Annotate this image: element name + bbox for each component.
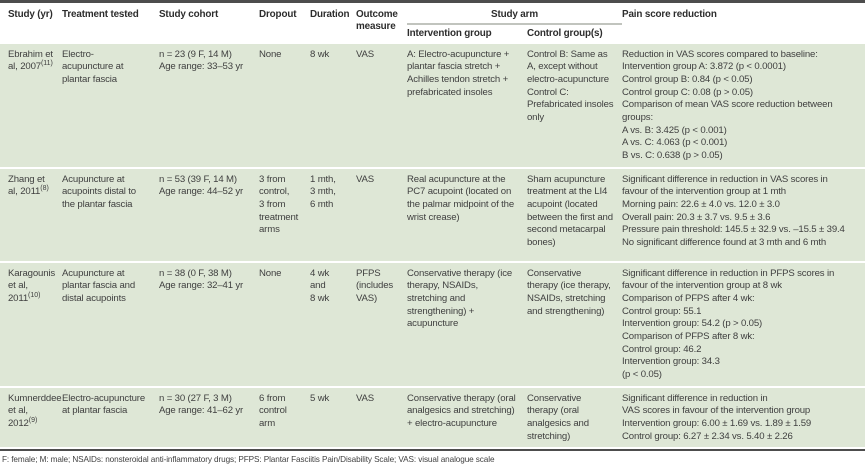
cell-cohort: n = 38 (0 F, 38 M) Age range: 32–41 yr bbox=[159, 262, 259, 386]
study-name: Kumnerddee et al, 2012 bbox=[8, 392, 62, 429]
cell-outcome: PFPS (includes VAS) bbox=[356, 262, 407, 386]
cell-study: Karagounis et al, 2011(10) bbox=[0, 262, 62, 386]
study-name: Ebrahim et al, 2007 bbox=[8, 48, 53, 73]
cell-intervention: Conservative therapy (ice therapy, NSAID… bbox=[407, 262, 527, 386]
cell-outcome: VAS bbox=[356, 387, 407, 448]
table-row: Karagounis et al, 2011(10) Acupuncture a… bbox=[0, 262, 865, 386]
cell-pain-score: Significant difference in reduction in V… bbox=[622, 168, 865, 261]
cell-intervention: Real acupuncture at the PC7 acupoint (lo… bbox=[407, 168, 527, 261]
col-header-treatment: Treatment tested bbox=[62, 5, 159, 42]
citation-ref: (11) bbox=[40, 60, 53, 68]
table-top-rule bbox=[0, 0, 865, 3]
cell-treatment: Acupuncture at plantar fascia and distal… bbox=[62, 262, 159, 386]
cell-treatment: Acupuncture at acupoints distal to the p… bbox=[62, 168, 159, 261]
cell-duration: 4 wk and 8 wk bbox=[310, 262, 356, 386]
col-header-pain: Pain score reduction bbox=[622, 5, 865, 42]
table-row: Kumnerddee et al, 2012(9) Electro-acupun… bbox=[0, 387, 865, 448]
cell-dropout: 6 from control arm bbox=[259, 387, 310, 448]
col-header-duration: Duration bbox=[310, 5, 356, 42]
cell-duration: 5 wk bbox=[310, 387, 356, 448]
table-header: Study (yr) Treatment tested Study cohort… bbox=[0, 5, 865, 42]
col-header-cohort: Study cohort bbox=[159, 5, 259, 42]
cell-duration: 8 wk bbox=[310, 43, 356, 167]
cell-study: Zhang et al, 2011(8) bbox=[0, 168, 62, 261]
col-header-outcome: Outcome measure bbox=[356, 5, 407, 42]
cell-pain-score: Significant difference in reduction in P… bbox=[622, 262, 865, 386]
col-header-intervention-group: Intervention group bbox=[407, 27, 527, 42]
table-row: Ebrahim et al, 2007(11) Electro- acupunc… bbox=[0, 43, 865, 167]
cell-dropout: 3 from control, 3 from treatment arms bbox=[259, 168, 310, 261]
cell-treatment: Electro-acupuncture at plantar fascia bbox=[62, 387, 159, 448]
cell-outcome: VAS bbox=[356, 43, 407, 167]
cell-cohort: n = 23 (9 F, 14 M) Age range: 33–53 yr bbox=[159, 43, 259, 167]
col-header-control-group: Control group(s) bbox=[527, 27, 623, 42]
cell-pain-score: Significant difference in reduction in V… bbox=[622, 387, 865, 448]
cell-duration: 1 mth, 3 mth, 6 mth bbox=[310, 168, 356, 261]
cell-control: Conservative therapy (oral analgesics an… bbox=[527, 387, 623, 448]
cell-dropout: None bbox=[259, 262, 310, 386]
table-row: Zhang et al, 2011(8) Acupuncture at acup… bbox=[0, 168, 865, 261]
citation-ref: (9) bbox=[28, 416, 38, 424]
cell-intervention: A: Electro-acupuncture + plantar fascia … bbox=[407, 43, 527, 167]
citation-ref: (8) bbox=[40, 185, 49, 193]
col-header-study: Study (yr) bbox=[0, 5, 62, 42]
cell-control: Conservative therapy (ice therapy, NSAID… bbox=[527, 262, 623, 386]
cell-control: Control B: Same as A, except without ele… bbox=[527, 43, 623, 167]
cell-dropout: None bbox=[259, 43, 310, 167]
study-name: Zhang et al, 2011 bbox=[8, 173, 45, 198]
cell-treatment: Electro- acupuncture at plantar fascia bbox=[62, 43, 159, 167]
cell-study: Ebrahim et al, 2007(11) bbox=[0, 43, 62, 167]
citation-ref: (10) bbox=[28, 291, 41, 299]
col-header-study-arm: Study arm bbox=[407, 5, 623, 26]
cell-intervention: Conservative therapy (oral analgesics an… bbox=[407, 387, 527, 448]
study-name: Karagounis et al, 2011 bbox=[8, 267, 56, 304]
cell-cohort: n = 53 (39 F, 14 M) Age range: 44–52 yr bbox=[159, 168, 259, 261]
cell-pain-score: Reduction in VAS scores compared to base… bbox=[622, 43, 865, 167]
cell-control: Sham acupuncture treatment at the LI4 ac… bbox=[527, 168, 623, 261]
cell-cohort: n = 30 (27 F, 3 M) Age range: 41–62 yr bbox=[159, 387, 259, 448]
cell-outcome: VAS bbox=[356, 168, 407, 261]
acupuncture-studies-table: Study (yr) Treatment tested Study cohort… bbox=[0, 3, 865, 449]
cell-study: Kumnerddee et al, 2012(9) bbox=[0, 387, 62, 448]
table-footnote: F: female; M: male; NSAIDs: nonsteroidal… bbox=[0, 449, 865, 467]
col-header-dropout: Dropout bbox=[259, 5, 310, 42]
